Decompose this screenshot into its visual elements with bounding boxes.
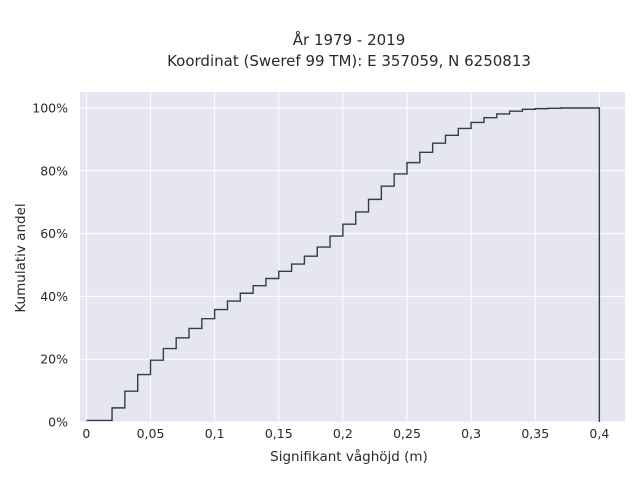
x-tick-labels: 0 0,05 0,1 0,15 0,2 0,25 0,3 0,35 0,4	[82, 426, 609, 441]
y-tick-label: 20%	[40, 352, 68, 367]
x-tick-label: 0,1	[205, 426, 225, 441]
x-tick-label: 0,4	[589, 426, 609, 441]
x-tick-label: 0,3	[461, 426, 481, 441]
chart-subtitle: Koordinat (Sweref 99 TM): E 357059, N 62…	[167, 52, 531, 70]
chart-title: År 1979 - 2019	[293, 30, 406, 49]
y-tick-label: 40%	[40, 289, 68, 304]
plot-area	[80, 92, 625, 422]
x-tick-label: 0,2	[333, 426, 353, 441]
y-tick-labels: 0% 20% 40% 60% 80% 100%	[32, 101, 68, 430]
x-axis-label: Signifikant våghöjd (m)	[270, 448, 428, 465]
cumulative-step-line	[86, 107, 601, 422]
x-tick-label: 0	[82, 426, 90, 441]
y-tick-label: 80%	[40, 163, 68, 178]
x-tick-label: 0,05	[137, 426, 165, 441]
x-tick-label: 0,35	[521, 426, 549, 441]
x-tick-label: 0,15	[265, 426, 293, 441]
grid	[80, 92, 625, 423]
y-tick-label: 60%	[40, 226, 68, 241]
y-tick-label: 0%	[48, 415, 68, 430]
y-tick-label: 100%	[32, 101, 68, 116]
series-layer	[86, 107, 601, 422]
x-tick-label: 0,25	[393, 426, 421, 441]
y-axis-label: Kumulativ andel	[13, 203, 29, 312]
